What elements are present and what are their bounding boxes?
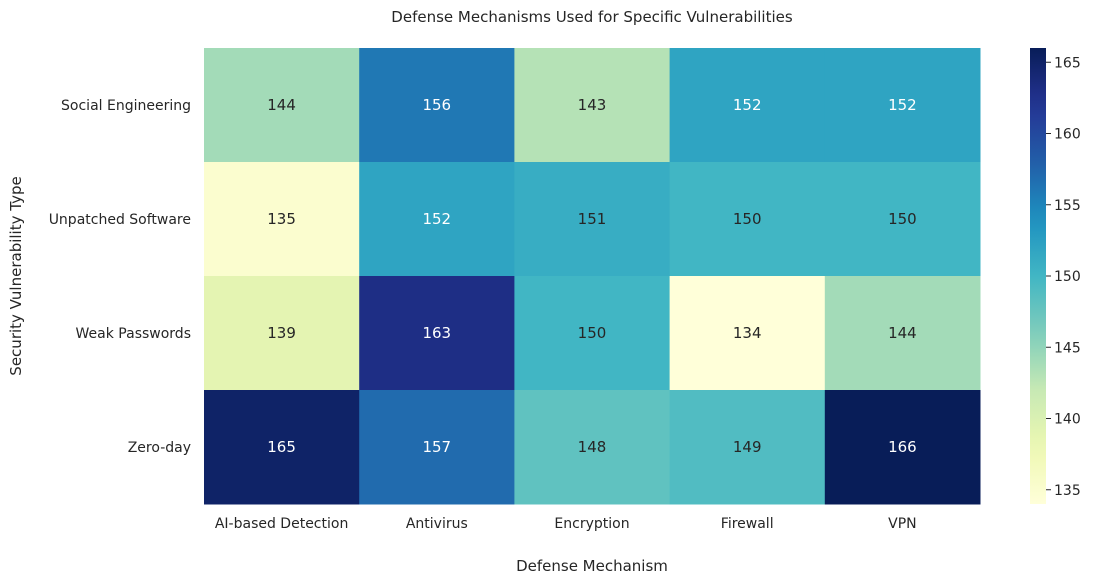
heatmap-cell <box>514 276 671 391</box>
x-tick-label: Firewall <box>721 516 774 532</box>
heatmap-cell <box>359 48 515 163</box>
heatmap-cell <box>204 276 360 391</box>
cell-value-label: 135 <box>267 210 296 228</box>
cell-value-label: 165 <box>267 438 296 456</box>
cell-value-label: 157 <box>422 438 451 456</box>
heatmap-cell <box>204 48 360 163</box>
cell-value-label: 166 <box>888 438 917 456</box>
cell-value-label: 134 <box>733 324 762 342</box>
colorbar-tick-label: 150 <box>1054 269 1081 285</box>
heatmap-cell <box>359 390 515 505</box>
y-tick-label: Social Engineering <box>61 98 191 114</box>
heatmap-cell <box>204 390 360 505</box>
heatmap-cell <box>824 48 981 163</box>
y-axis-label: Security Vulnerability Type <box>7 176 25 375</box>
colorbar-tick-label: 140 <box>1054 412 1081 428</box>
heatmap-cell <box>669 276 826 391</box>
x-tick-label: Antivirus <box>406 516 468 532</box>
heatmap-cell <box>204 162 360 277</box>
colorbar-tick-label: 155 <box>1054 198 1081 214</box>
colorbar-tick-label: 160 <box>1054 127 1081 143</box>
colorbar-gradient <box>1030 48 1046 504</box>
cell-value-label: 139 <box>267 324 296 342</box>
heatmap-cell <box>514 162 671 277</box>
heatmap-cell <box>669 48 826 163</box>
chart-title: Defense Mechanisms Used for Specific Vul… <box>391 8 793 26</box>
cell-value-label: 143 <box>578 96 607 114</box>
cell-value-label: 149 <box>733 438 762 456</box>
cell-value-label: 152 <box>888 96 917 114</box>
y-tick-label: Weak Passwords <box>76 326 191 342</box>
cell-value-label: 150 <box>578 324 607 342</box>
y-tick-label: Unpatched Software <box>49 212 191 228</box>
colorbar-tick-label: 145 <box>1054 340 1081 356</box>
colorbar-tick-label: 165 <box>1054 55 1081 71</box>
y-tick-label: Zero-day <box>128 440 191 456</box>
y-tick-labels: Social Engineering Unpatched Software Weak… <box>49 98 191 456</box>
cell-value-label: 152 <box>422 210 451 228</box>
cell-value-label: 151 <box>578 210 607 228</box>
cell-value-label: 144 <box>888 324 917 342</box>
colorbar-tick-label: 135 <box>1054 483 1081 499</box>
heatmap-cell <box>359 276 515 391</box>
cell-value-label: 163 <box>422 324 451 342</box>
cell-value-label: 152 <box>733 96 762 114</box>
heatmap-cell <box>824 162 981 277</box>
cell-value-label: 144 <box>267 96 296 114</box>
heatmap-cell <box>824 276 981 391</box>
x-tick-labels: AI-based Detection Antivirus Encryption Fir… <box>215 516 917 532</box>
x-tick-label: Encryption <box>554 516 629 532</box>
x-axis-label: Defense Mechanism <box>516 557 668 575</box>
cell-value-label: 156 <box>422 96 451 114</box>
cell-value-label: 150 <box>733 210 762 228</box>
heatmap-cell <box>669 390 826 505</box>
heatmap-cell <box>514 390 671 505</box>
heatmap-cells: 144 156 143 152 152 135 152 151 150 150 139 163 150 1… <box>204 48 981 505</box>
heatmap-cell <box>359 162 515 277</box>
colorbar: 135 140 145 150 155 160 165 <box>1030 48 1081 504</box>
x-tick-label: AI-based Detection <box>215 516 348 532</box>
x-tick-label: VPN <box>888 516 917 532</box>
heatmap-cell <box>824 390 981 505</box>
heatmap-cell <box>514 48 671 163</box>
heatmap-cell <box>669 162 826 277</box>
cell-value-label: 148 <box>578 438 607 456</box>
cell-value-label: 150 <box>888 210 917 228</box>
